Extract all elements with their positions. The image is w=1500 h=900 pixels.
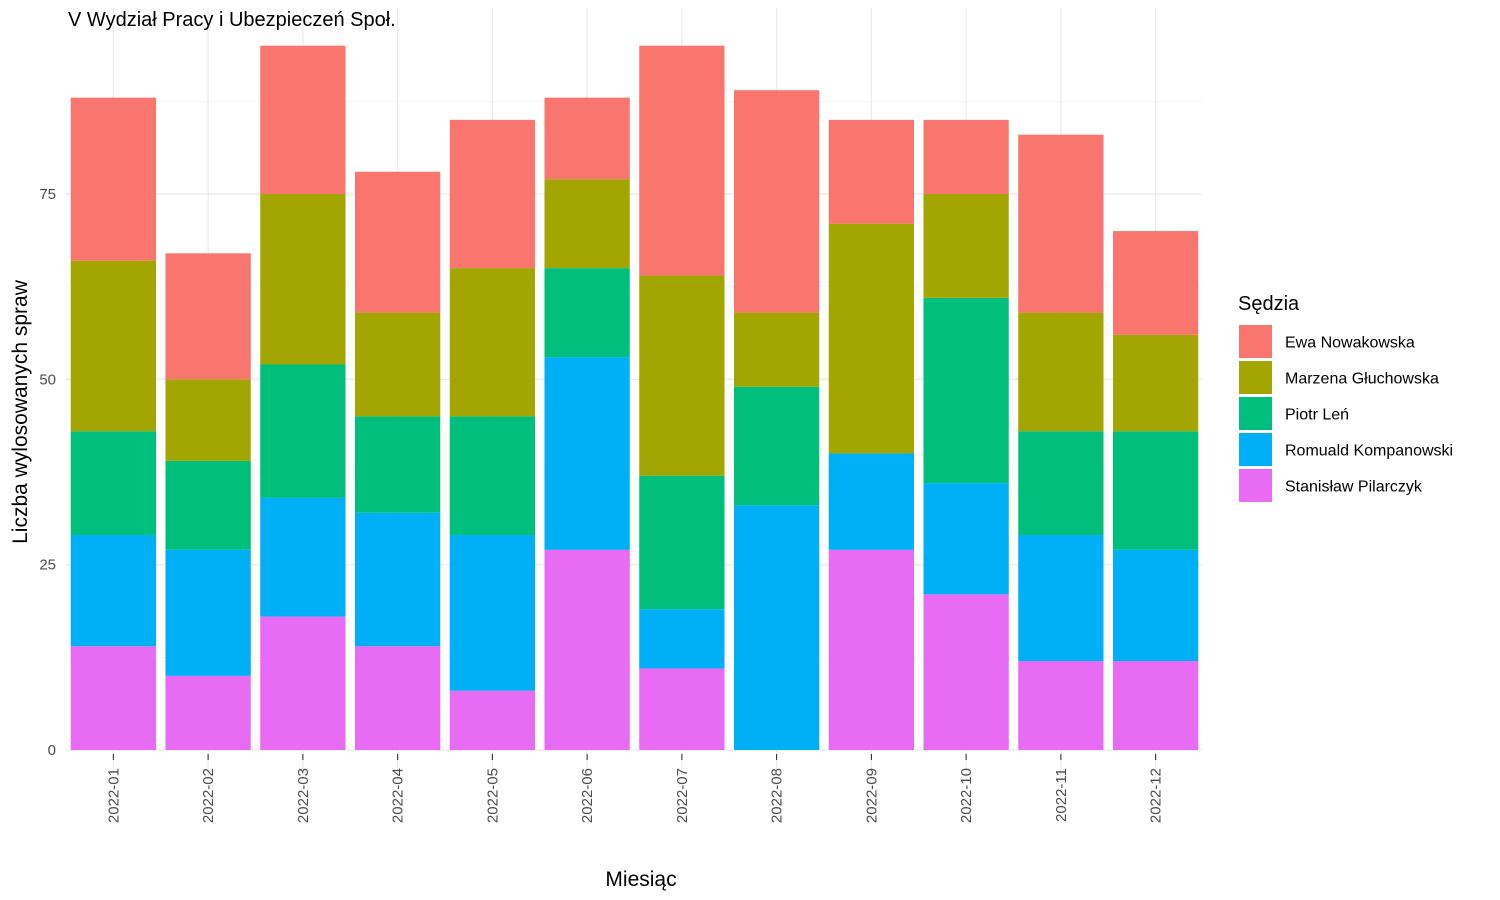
bar-segment <box>449 416 536 536</box>
x-tick-label: 2022-06 <box>579 768 596 823</box>
bar-segment <box>70 97 157 261</box>
bar-segment <box>70 260 157 432</box>
bar-segment <box>733 505 820 750</box>
bar-segment <box>449 268 536 417</box>
bars <box>70 45 1199 750</box>
bar-segment <box>639 609 725 669</box>
y-tick-label: 50 <box>39 371 56 388</box>
bar-segment <box>828 223 915 454</box>
bar-segment <box>70 646 157 750</box>
bar-segment <box>165 675 251 750</box>
bar-segment <box>923 119 1009 194</box>
x-tick-label: 2022-07 <box>674 768 691 823</box>
bar-segment <box>165 460 251 550</box>
bar-segment <box>354 646 441 750</box>
bar-segment <box>639 475 725 610</box>
bar-segment <box>260 194 346 365</box>
y-axis-title: Liczba wylosowanych spraw <box>9 279 32 544</box>
x-tick-label: 2022-10 <box>958 768 975 823</box>
bar-segment <box>70 535 157 647</box>
bar-segment <box>354 512 441 647</box>
bar-segment <box>260 45 346 194</box>
legend-key <box>1239 469 1272 502</box>
bar-segment <box>354 416 441 513</box>
bar-segment <box>544 268 630 358</box>
y-tick-label: 0 <box>48 742 56 759</box>
x-tick-label: 2022-03 <box>295 768 312 823</box>
bar-segment <box>733 312 820 387</box>
x-tick-label: 2022-04 <box>390 768 407 823</box>
legend-label: Marzena Głuchowska <box>1285 371 1439 388</box>
bar-segment <box>733 90 820 313</box>
bar-segment <box>544 357 630 550</box>
bar-segment <box>165 253 251 380</box>
bar-segment <box>639 668 725 750</box>
bar-segment <box>1018 431 1104 536</box>
legend: Sędzia Ewa Nowakowska Marzena Głuchowska P… <box>1238 293 1453 502</box>
legend-label: Romuald Kompanowski <box>1285 443 1453 460</box>
bar-segment <box>354 312 441 417</box>
legend-label: Ewa Nowakowska <box>1285 335 1415 352</box>
bar-segment <box>923 194 1009 298</box>
bar-segment <box>449 535 536 691</box>
bar-segment <box>1112 334 1199 432</box>
bar-segment <box>165 549 251 676</box>
bar-segment <box>260 364 346 498</box>
x-tick-label: 2022-05 <box>484 768 501 823</box>
bar-segment <box>733 386 820 506</box>
y-tick-label: 25 <box>39 557 56 574</box>
bar-segment <box>449 690 536 750</box>
x-axis-title: Miesiąc <box>605 868 676 891</box>
x-tick-label: 2022-12 <box>1148 768 1165 823</box>
bar-segment <box>1018 661 1104 750</box>
bar-segment <box>544 179 630 269</box>
bar-segment <box>260 497 346 617</box>
y-axis: 0 25 50 75 <box>39 186 56 759</box>
bar-segment <box>1018 134 1104 313</box>
bar-segment <box>165 379 251 461</box>
y-tick-label: 75 <box>39 186 56 203</box>
bar-segment <box>828 119 915 224</box>
legend-key <box>1239 325 1272 358</box>
legend-label: Stanisław Pilarczyk <box>1285 479 1423 496</box>
bar-segment <box>449 119 536 269</box>
legend-title: Sędzia <box>1238 293 1300 315</box>
bar-segment <box>639 275 725 476</box>
bar-segment <box>828 453 915 550</box>
bar-segment <box>544 549 630 750</box>
bar-segment <box>260 616 346 750</box>
bar-segment <box>354 171 441 313</box>
x-tick-label: 2022-08 <box>769 768 786 823</box>
legend-key <box>1239 397 1272 430</box>
bar-segment <box>1112 431 1199 550</box>
x-tick-label: 2022-02 <box>200 768 217 823</box>
bar-segment <box>544 97 630 180</box>
legend-label: Piotr Leń <box>1285 407 1349 424</box>
bar-segment <box>639 45 725 276</box>
x-tick-label: 2022-01 <box>105 768 122 823</box>
bar-segment <box>1018 312 1104 432</box>
bar-segment <box>1018 535 1104 662</box>
bar-segment <box>1112 661 1199 750</box>
bar-segment <box>923 297 1009 484</box>
bar-segment <box>70 431 157 536</box>
legend-key <box>1239 433 1272 466</box>
bar-segment <box>1112 231 1199 335</box>
legend-key <box>1239 361 1272 394</box>
bar-segment <box>1112 549 1199 662</box>
bar-segment <box>828 549 915 750</box>
x-tick-label: 2022-09 <box>863 768 880 823</box>
x-axis: 2022-01 2022-02 2022-03 2022-04 2022-05 2022-… <box>105 754 1165 823</box>
bar-segment <box>923 594 1009 750</box>
x-tick-label: 2022-11 <box>1053 768 1070 822</box>
bar-segment <box>923 483 1009 595</box>
chart-title: V Wydział Pracy i Ubezpieczeń Społ. <box>68 9 396 31</box>
